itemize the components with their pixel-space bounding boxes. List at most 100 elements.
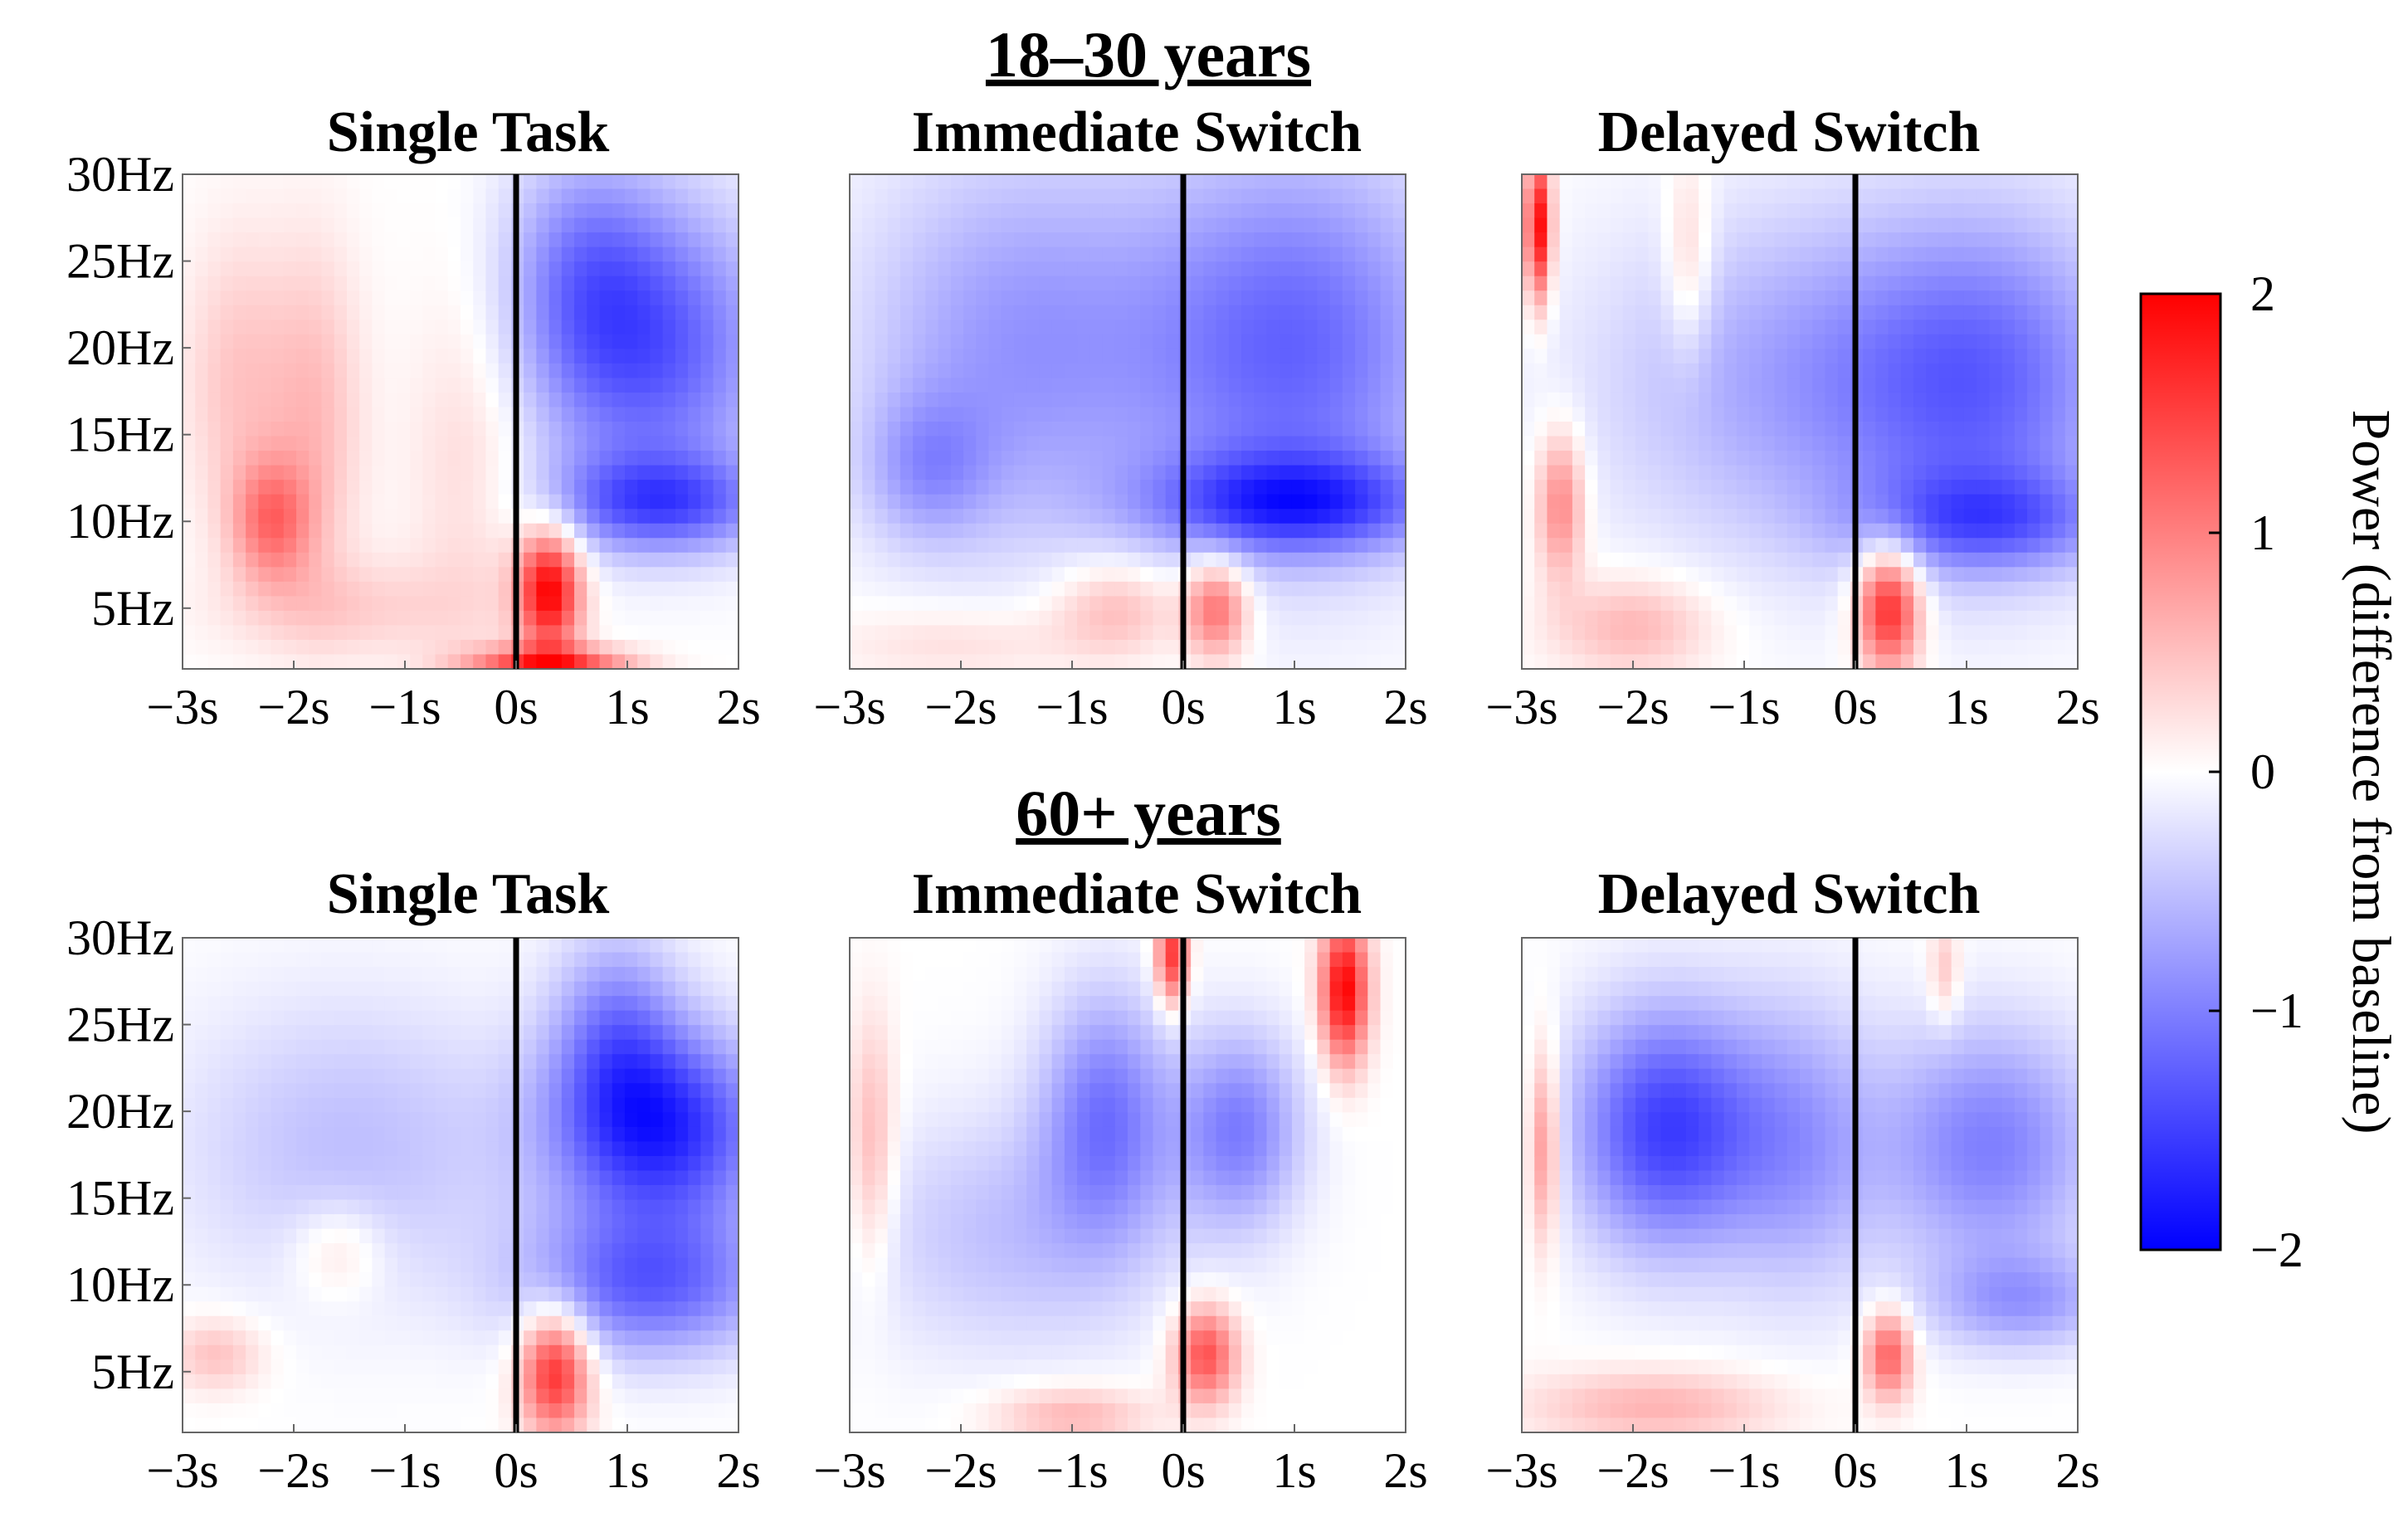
heatmap-cell bbox=[1216, 320, 1230, 335]
heatmap-cell bbox=[1787, 276, 1801, 291]
heatmap-cell bbox=[1380, 261, 1394, 277]
heatmap-cell bbox=[1254, 509, 1268, 524]
heatmap-cell bbox=[1165, 378, 1179, 393]
heatmap-cell bbox=[1241, 349, 1255, 364]
heatmap-cell bbox=[1812, 407, 1826, 422]
heatmap-cell bbox=[283, 1417, 297, 1433]
heatmap-cell bbox=[875, 261, 889, 277]
heatmap-cell bbox=[1304, 261, 1319, 277]
heatmap-cell bbox=[1913, 552, 1927, 568]
heatmap-cell bbox=[612, 261, 626, 277]
heatmap-cell bbox=[283, 290, 297, 306]
heatmap-cell bbox=[246, 1243, 259, 1259]
heatmap-cell bbox=[296, 174, 310, 190]
heatmap-cell bbox=[1762, 378, 1776, 393]
heatmap-cell bbox=[485, 538, 500, 554]
heatmap-cell bbox=[283, 1054, 297, 1070]
heatmap-cell bbox=[1342, 174, 1356, 190]
heatmap-cell bbox=[1128, 349, 1141, 364]
heatmap-cell bbox=[1622, 494, 1636, 510]
heatmap-cell bbox=[1241, 625, 1255, 641]
heatmap-cell bbox=[283, 1126, 297, 1143]
heatmap-cell bbox=[1114, 654, 1128, 670]
heatmap-cell bbox=[637, 509, 651, 524]
heatmap-cell bbox=[524, 465, 537, 481]
heatmap-cell bbox=[536, 349, 550, 364]
heatmap-cell bbox=[1963, 494, 1977, 510]
heatmap-cell bbox=[271, 422, 285, 437]
heatmap-cell bbox=[1977, 494, 1991, 510]
heatmap-cell bbox=[1329, 334, 1343, 349]
heatmap-cell bbox=[334, 523, 348, 539]
heatmap-cell bbox=[246, 246, 259, 262]
heatmap-cell bbox=[587, 334, 601, 349]
heatmap-cell bbox=[1774, 567, 1788, 583]
heatmap-cell bbox=[850, 276, 863, 291]
heatmap-cell bbox=[1963, 305, 1977, 320]
heatmap-cell bbox=[309, 639, 323, 656]
heatmap-cell bbox=[688, 320, 701, 335]
heatmap-cell bbox=[1077, 552, 1090, 568]
heatmap-cell bbox=[1559, 261, 1573, 277]
heatmap-cell bbox=[1064, 581, 1078, 597]
heatmap-cell bbox=[296, 1068, 310, 1084]
heatmap-cell bbox=[913, 232, 926, 248]
heatmap-cell bbox=[246, 952, 259, 968]
heatmap-cell bbox=[976, 610, 990, 627]
heatmap-cell bbox=[925, 392, 939, 408]
heatmap-cell bbox=[183, 552, 196, 568]
heatmap-cell bbox=[1355, 363, 1368, 379]
heatmap-cell bbox=[2027, 480, 2040, 495]
heatmap-cell bbox=[2027, 465, 2040, 481]
heatmap-cell bbox=[1863, 363, 1876, 379]
heatmap-cell bbox=[574, 320, 587, 335]
heatmap-cell bbox=[662, 217, 676, 233]
heatmap-cell bbox=[1648, 392, 1662, 408]
heatmap-cell bbox=[397, 320, 411, 335]
heatmap-cell bbox=[1685, 581, 1699, 597]
heatmap-cell bbox=[1001, 538, 1015, 554]
heatmap-cell bbox=[524, 509, 537, 524]
heatmap-cell bbox=[246, 1301, 259, 1317]
heatmap-cell bbox=[195, 552, 209, 568]
heatmap-cell bbox=[1165, 276, 1179, 291]
heatmap-cell bbox=[207, 217, 222, 233]
heatmap-cell bbox=[1329, 451, 1343, 466]
heatmap-cell bbox=[587, 378, 601, 393]
heatmap-cell bbox=[1774, 639, 1788, 656]
heatmap-cell bbox=[1787, 451, 1801, 466]
heatmap-cell bbox=[1367, 305, 1382, 320]
heatmap-cell bbox=[2052, 261, 2066, 277]
heatmap-cell bbox=[1559, 625, 1573, 641]
heatmap-cell bbox=[1648, 261, 1662, 277]
heatmap-cell bbox=[1304, 290, 1319, 306]
heatmap-cell bbox=[548, 320, 563, 335]
heatmap-cell bbox=[1392, 392, 1406, 408]
heatmap-cell bbox=[1317, 363, 1331, 379]
heatmap-cell bbox=[862, 596, 876, 612]
heatmap-cell bbox=[258, 276, 272, 291]
heatmap-cell bbox=[1800, 451, 1813, 466]
heatmap-cell bbox=[1597, 349, 1611, 364]
heatmap-cell bbox=[862, 480, 876, 495]
heatmap-cell bbox=[1585, 276, 1598, 291]
heatmap-cell bbox=[1128, 639, 1141, 656]
heatmap-cell bbox=[258, 1330, 272, 1346]
heatmap-cell bbox=[1013, 654, 1027, 670]
heatmap-cell bbox=[599, 509, 613, 524]
heatmap-cell bbox=[1216, 451, 1230, 466]
heatmap-cell bbox=[271, 480, 285, 495]
heatmap-cell bbox=[183, 305, 196, 320]
heatmap-cell bbox=[1051, 378, 1065, 393]
heatmap-cell bbox=[548, 567, 563, 583]
heatmap-cell bbox=[1610, 465, 1624, 481]
heatmap-cell bbox=[359, 436, 373, 451]
heatmap-cell bbox=[1787, 217, 1801, 233]
heatmap-cell bbox=[1203, 639, 1217, 656]
heatmap-cell bbox=[1723, 276, 1738, 291]
heatmap-cell bbox=[612, 581, 626, 597]
heatmap-cell bbox=[612, 567, 626, 583]
heatmap-cell bbox=[862, 523, 876, 539]
heatmap-cell bbox=[548, 363, 563, 379]
heatmap-cell bbox=[561, 378, 575, 393]
